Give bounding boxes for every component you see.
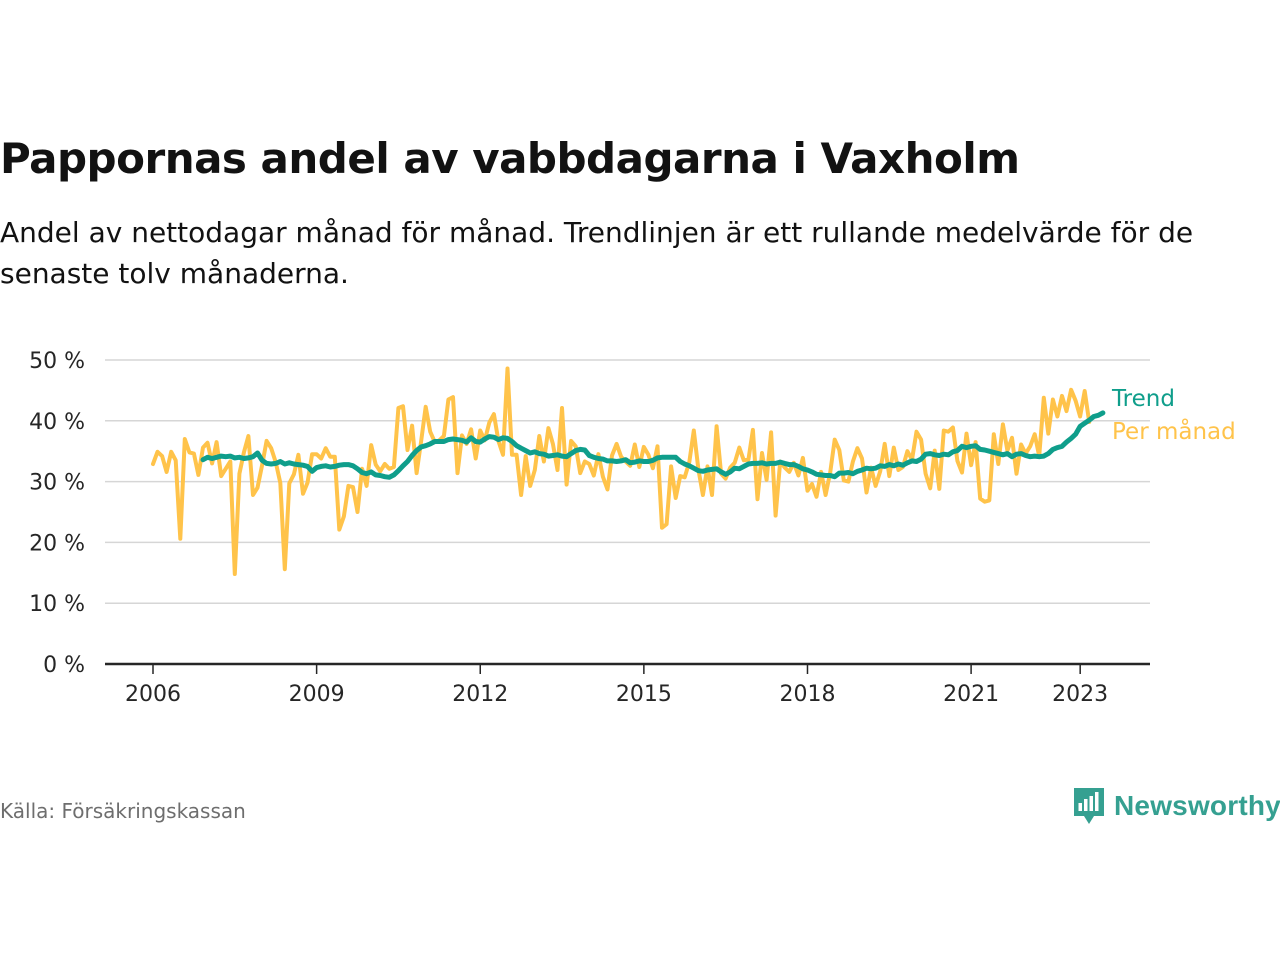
x-tick-label-2023: 2023 [1052, 682, 1108, 707]
y-tick-label-10: 10 % [29, 592, 85, 617]
series-lines [151, 366, 1106, 576]
y-tick-label-20: 20 % [29, 531, 85, 556]
newsworthy-logo[interactable]: Newsworthy [1072, 786, 1280, 826]
brand-name: Newsworthy [1114, 790, 1280, 821]
y-tick-label-40: 40 % [29, 410, 85, 435]
y-tick-label-30: 30 % [29, 471, 85, 496]
source-credit: Källa: Försäkringskassan [0, 799, 246, 823]
x-tick-label-2018: 2018 [779, 682, 835, 707]
x-tick-label-2015: 2015 [616, 682, 672, 707]
chart-title: Pappornas andel av vabbdagarna i Vaxholm [0, 134, 1020, 183]
grid-lines [105, 359, 1150, 604]
chart-subtitle: Andel av nettodagar månad för månad. Tre… [0, 216, 1194, 290]
x-tick-label-2006: 2006 [125, 682, 181, 707]
x-tick-label-2021: 2021 [943, 682, 999, 707]
newsworthy-chat-bars-icon [1074, 788, 1104, 824]
y-axis-tick-labels: 0 % 10 % 20 % 30 % 40 % 50 % [29, 349, 85, 678]
series-end-labels: Trend Per månad [1111, 386, 1236, 445]
y-tick-label-0: 0 % [43, 653, 85, 678]
trend-end-label: Trend [1111, 386, 1175, 412]
monthly-series-line [151, 366, 1092, 576]
x-axis: 2006 2009 2012 2015 2018 2021 2023 [105, 662, 1150, 707]
x-tick-label-2012: 2012 [452, 682, 508, 707]
monthly-end-label: Per månad [1112, 417, 1236, 445]
trend-series-line [200, 410, 1106, 480]
y-tick-label-50: 50 % [29, 349, 85, 374]
x-tick-label-2009: 2009 [289, 682, 345, 707]
